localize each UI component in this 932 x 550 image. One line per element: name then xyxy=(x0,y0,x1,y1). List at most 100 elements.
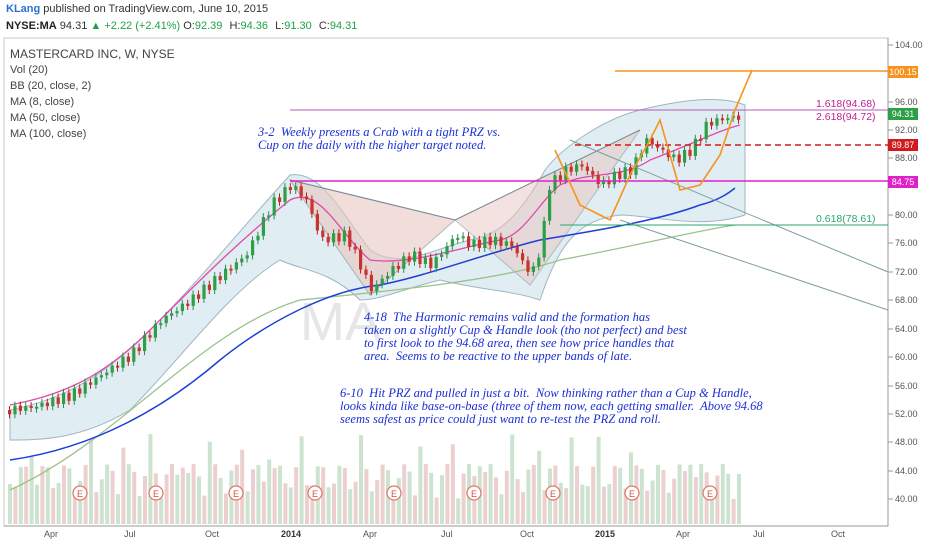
legend-volume[interactable]: Vol (20) xyxy=(10,64,48,76)
candle xyxy=(699,138,703,141)
candle xyxy=(445,246,449,255)
y-label-96: 96.00 xyxy=(895,97,918,107)
volume-bar xyxy=(186,472,191,524)
crab-pattern-projection xyxy=(554,69,753,222)
price-tag-last: 94.31 xyxy=(888,108,918,120)
legend-ma-50[interactable]: MA (50, close) xyxy=(10,112,81,124)
candle xyxy=(515,246,519,254)
candle xyxy=(186,303,190,306)
candle xyxy=(326,236,330,243)
volume-bar xyxy=(267,459,272,524)
x-label-oct-2013: Oct xyxy=(205,529,220,539)
earnings-marker-icon[interactable] xyxy=(386,485,402,501)
volume-bar xyxy=(283,483,288,524)
volume-bar xyxy=(197,476,201,524)
candle xyxy=(391,265,395,276)
volume-bar xyxy=(612,465,617,524)
earnings-marker-label: E xyxy=(550,489,556,499)
candle xyxy=(72,388,76,401)
candle xyxy=(569,166,573,172)
price-tag-target: 100.15 xyxy=(888,66,918,78)
earnings-marker-label: E xyxy=(312,489,318,499)
earnings-marker-icon[interactable] xyxy=(148,485,164,501)
volume-bar xyxy=(602,486,606,524)
volume-bar xyxy=(337,465,342,524)
volume-bar xyxy=(488,464,493,524)
x-label-jul-2015: Jul xyxy=(753,529,765,539)
candle xyxy=(294,186,298,191)
candle xyxy=(672,154,676,158)
candle xyxy=(618,171,622,179)
candle xyxy=(483,236,487,248)
candle xyxy=(488,236,492,246)
candle xyxy=(105,372,109,376)
volume-bar xyxy=(596,436,601,524)
volume-bar xyxy=(180,467,185,524)
candle xyxy=(283,187,287,202)
volume-bar xyxy=(321,467,326,524)
volume-bar xyxy=(726,473,731,524)
earnings-marker-icon[interactable] xyxy=(466,485,482,501)
candle xyxy=(229,268,233,271)
volume-bar xyxy=(24,466,29,524)
volume-bar xyxy=(591,466,596,524)
x-label-apr-2014: Apr xyxy=(363,529,378,539)
volume-bar xyxy=(396,478,401,524)
y-label-60: 60.00 xyxy=(895,352,918,362)
candle xyxy=(148,335,152,338)
low-key: L: xyxy=(275,20,285,32)
volume-bar xyxy=(13,486,18,524)
channel-line-lower xyxy=(619,219,889,311)
legend-bollinger[interactable]: BB (20, close, 2) xyxy=(10,80,92,92)
volume-bar xyxy=(423,464,428,524)
legend-ma-100[interactable]: MA (100, close) xyxy=(10,128,87,140)
candle xyxy=(461,236,465,239)
volume-bar xyxy=(450,444,455,524)
earnings-marker-icon[interactable] xyxy=(72,485,88,501)
high-key: H: xyxy=(229,20,241,32)
symbol-label[interactable]: NYSE:MA xyxy=(6,20,57,32)
candle xyxy=(121,356,125,368)
earnings-marker-label: E xyxy=(153,489,159,499)
volume-bar xyxy=(369,491,374,524)
legend-ma-8[interactable]: MA (8, close) xyxy=(10,96,75,108)
earnings-marker-icon[interactable] xyxy=(624,485,640,501)
candle xyxy=(558,175,562,181)
earnings-marker-icon[interactable] xyxy=(545,485,561,501)
volume-bar xyxy=(121,447,126,524)
candle xyxy=(164,315,168,324)
volume-bar xyxy=(51,487,56,524)
candle xyxy=(288,187,292,191)
volume-bar xyxy=(110,470,115,524)
volume-bar xyxy=(504,470,509,524)
candle xyxy=(418,251,422,264)
volume-bar xyxy=(558,482,563,524)
candle xyxy=(585,166,589,171)
volume-bar xyxy=(677,464,682,524)
volume-bar xyxy=(116,494,120,524)
candle xyxy=(332,233,336,243)
earnings-marker-icon[interactable] xyxy=(702,485,718,501)
earnings-marker-icon[interactable] xyxy=(228,485,244,501)
volume-bar xyxy=(45,467,50,524)
volume-bar xyxy=(202,495,207,524)
price-tag-89-87: 89.87 xyxy=(888,139,918,151)
candle xyxy=(440,254,444,257)
candle xyxy=(596,174,600,185)
candle xyxy=(170,313,174,316)
volume-bar xyxy=(8,483,12,524)
earnings-marker-icon[interactable] xyxy=(307,485,323,501)
volume-bar xyxy=(672,478,677,524)
candle xyxy=(110,365,114,373)
candle xyxy=(240,258,244,263)
x-label-2015: 2015 xyxy=(595,529,616,539)
volume-bar xyxy=(683,471,687,524)
author-link[interactable]: KLang xyxy=(6,3,41,15)
candle xyxy=(56,397,60,405)
volume-bar xyxy=(364,469,369,524)
candle xyxy=(234,262,238,270)
volume-bar xyxy=(213,464,218,524)
candle xyxy=(272,197,276,216)
